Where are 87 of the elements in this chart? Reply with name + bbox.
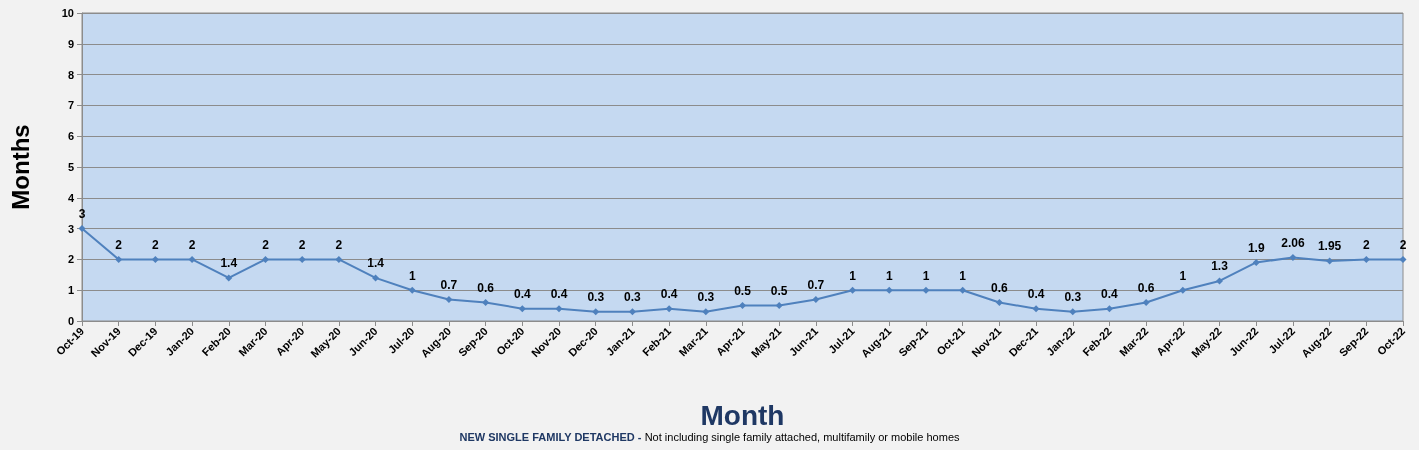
point [628, 308, 636, 316]
point [335, 255, 343, 263]
point [702, 308, 710, 316]
point [408, 286, 416, 294]
point [1032, 305, 1040, 313]
point [151, 255, 159, 263]
data-label: 1.9 [1247, 240, 1265, 255]
data-label: 2 [335, 237, 343, 252]
data-label: 1 [849, 268, 857, 283]
data-label: 1.4 [367, 256, 385, 271]
point [849, 286, 857, 294]
data-label: 0.3 [624, 290, 642, 305]
point [959, 286, 967, 294]
point [739, 302, 746, 310]
point [482, 299, 490, 307]
y-tick-label: 9 [67, 37, 74, 50]
data-label: 2 [188, 237, 196, 252]
y-tick-label: 10 [61, 7, 74, 19]
point [261, 255, 269, 263]
point [775, 302, 783, 310]
data-label: 0.4 [1101, 287, 1119, 302]
data-label: 3 [78, 207, 86, 222]
data-label: 1.95 [1317, 239, 1342, 254]
y-tick-label: 8 [67, 68, 74, 81]
data-label: 2 [298, 237, 306, 252]
point [188, 255, 196, 263]
point [1142, 299, 1150, 307]
point [445, 295, 453, 303]
data-label: 2 [115, 237, 123, 252]
data-label: 0.4 [660, 287, 678, 302]
point [1326, 257, 1334, 265]
data-label: 1 [959, 268, 967, 283]
data-label: 2 [262, 237, 270, 252]
data-label: 2.06 [1281, 236, 1305, 251]
point [1105, 305, 1113, 313]
data-label: 1 [885, 268, 893, 283]
y-tick-label: 5 [67, 161, 74, 173]
data-label: 0.4 [1027, 287, 1045, 302]
point [518, 305, 526, 313]
data-label: 1.4 [220, 256, 238, 271]
point [1069, 308, 1077, 316]
point [812, 295, 820, 303]
data-label: 1 [922, 268, 930, 283]
point [995, 299, 1003, 307]
y-axis-title: Months [6, 124, 34, 210]
point [922, 286, 930, 294]
y-tick-label: 0 [67, 315, 74, 327]
point [1362, 255, 1370, 263]
point [372, 274, 380, 282]
point [1216, 277, 1224, 285]
point [1252, 258, 1260, 266]
point [1289, 254, 1297, 262]
data-label: 0.3 [587, 290, 605, 305]
data-label: 0.5 [734, 284, 752, 299]
data-label: 1.3 [1211, 259, 1229, 274]
point [1179, 286, 1187, 294]
data-label: 0.4 [550, 287, 568, 302]
data-label: 0.7 [807, 277, 825, 292]
point [555, 305, 563, 313]
data-label: 0.6 [1137, 281, 1155, 296]
data-label: 0.3 [1064, 290, 1082, 305]
data-label: 0.7 [440, 277, 458, 292]
data-label: 0.6 [477, 281, 495, 296]
point [298, 255, 306, 263]
data-label: 1 [1179, 268, 1187, 283]
data-label: 0.4 [513, 287, 531, 302]
y-tick-label: 4 [67, 191, 75, 204]
y-tick-label: 7 [67, 99, 74, 112]
y-tick-label: 2 [67, 253, 74, 266]
data-label: 2 [152, 237, 160, 252]
y-tick-label: 1 [67, 284, 74, 297]
data-label: 0.5 [770, 284, 788, 299]
point [665, 305, 673, 313]
data-label: 0.6 [991, 281, 1009, 296]
point [1399, 255, 1407, 263]
y-tick-label: 3 [67, 222, 74, 235]
point [115, 255, 123, 263]
data-label: 2 [1362, 237, 1370, 252]
y-tick-label: 6 [67, 130, 74, 143]
data-label: 1 [408, 268, 416, 283]
text: NEW SINGLE FAMILY DETACHED - Not including single family attached, multifamily or mobile homes [459, 430, 961, 443]
data-label: 0.3 [697, 290, 715, 305]
point [885, 286, 893, 294]
x-axis-title: Month [700, 399, 785, 431]
data-label: 2 [1399, 237, 1407, 252]
point [225, 274, 233, 282]
point [592, 308, 600, 316]
